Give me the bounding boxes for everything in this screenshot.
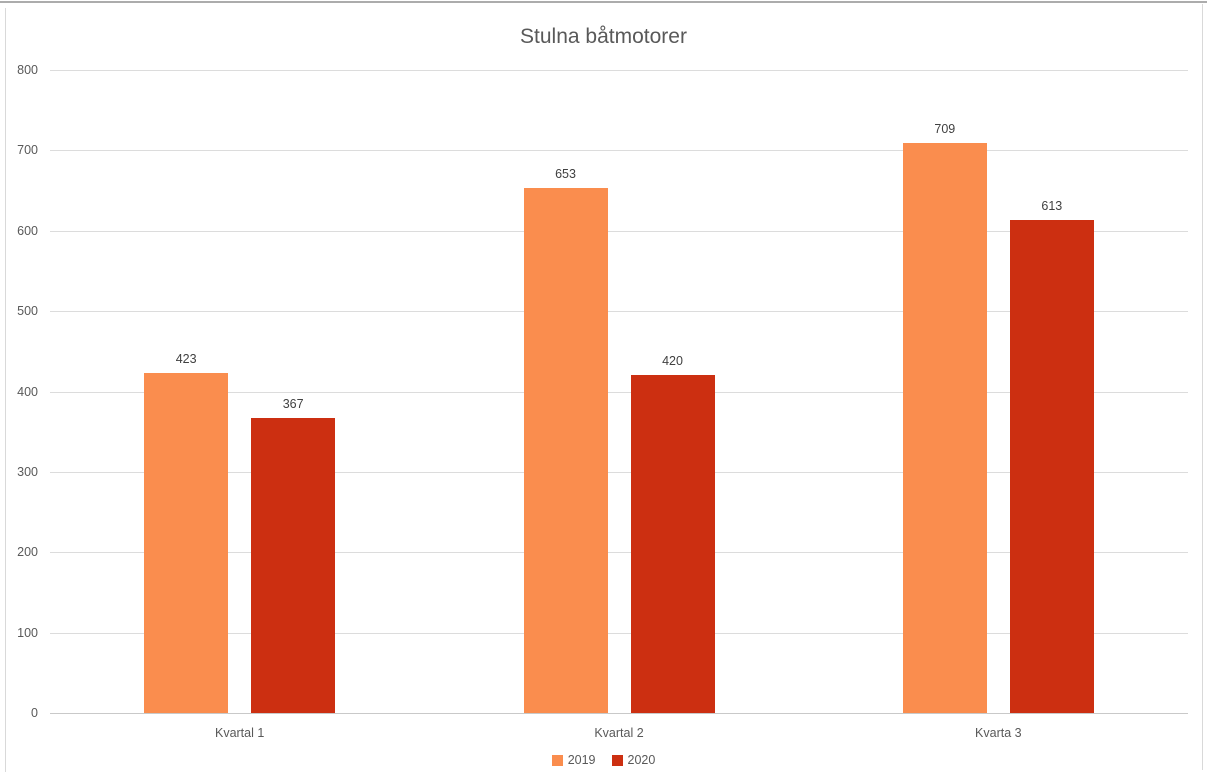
- y-tick-label: 500: [17, 304, 38, 319]
- y-tick-label: 700: [17, 143, 38, 158]
- legend-item-2019[interactable]: 2019: [551, 753, 596, 767]
- x-axis-label: Kvarta 3: [975, 726, 1022, 740]
- bar-2019-kvarta-3[interactable]: [902, 143, 987, 713]
- chart-title: Stulna båtmotorer: [520, 25, 687, 48]
- window-left-border: [5, 8, 6, 772]
- gridline: [50, 311, 1188, 313]
- bar-2020-kvartal-2[interactable]: [630, 375, 715, 713]
- x-axis-label: Kvartal 2: [594, 726, 644, 740]
- gridline: [50, 70, 1188, 71]
- x-axis-line: [50, 713, 1188, 714]
- data-label: 653: [555, 167, 576, 182]
- window-top-border: [0, 1, 1207, 3]
- y-tick-label: 100: [17, 625, 38, 640]
- legend-label-2020: 2020: [627, 753, 656, 767]
- y-axis-tick-labels: 0 100 200 300 400 500 600 700 800: [0, 0, 38, 783]
- y-tick-label: 200: [17, 545, 38, 560]
- data-label: 420: [662, 354, 683, 369]
- gridline: [50, 632, 1188, 634]
- bar-2020-kvarta-3[interactable]: [1009, 220, 1094, 713]
- legend-swatch-2020-icon: [611, 754, 623, 766]
- y-tick-label: 800: [17, 63, 38, 77]
- y-tick-label: 0: [31, 706, 38, 720]
- data-label: 613: [1041, 199, 1063, 214]
- y-tick-label: 600: [17, 223, 38, 238]
- gridline: [50, 552, 1188, 554]
- gridline: [50, 230, 1188, 232]
- legend-item-2020[interactable]: 2020: [611, 753, 656, 767]
- y-tick-label: 400: [17, 384, 38, 399]
- data-label: 423: [175, 352, 197, 367]
- gridline: [50, 150, 1188, 152]
- gridline: [50, 391, 1188, 393]
- legend-swatch-2019-icon: [551, 754, 563, 766]
- legend: 2019 2020: [0, 753, 1207, 767]
- legend-label-2019: 2019: [567, 753, 596, 767]
- x-axis-label: Kvartal 1: [214, 726, 265, 740]
- bar-2019-kvartal-1[interactable]: [144, 373, 229, 713]
- plot-area: 423 367 653 420 709 613: [50, 70, 1188, 714]
- y-tick-label: 300: [17, 464, 38, 479]
- data-label: 367: [282, 397, 304, 412]
- bar-2020-kvartal-1[interactable]: [251, 418, 336, 713]
- gridline: [50, 471, 1188, 473]
- data-label: 709: [934, 122, 956, 137]
- bar-2019-kvartal-2[interactable]: [523, 188, 608, 713]
- window-right-border: [1202, 4, 1203, 770]
